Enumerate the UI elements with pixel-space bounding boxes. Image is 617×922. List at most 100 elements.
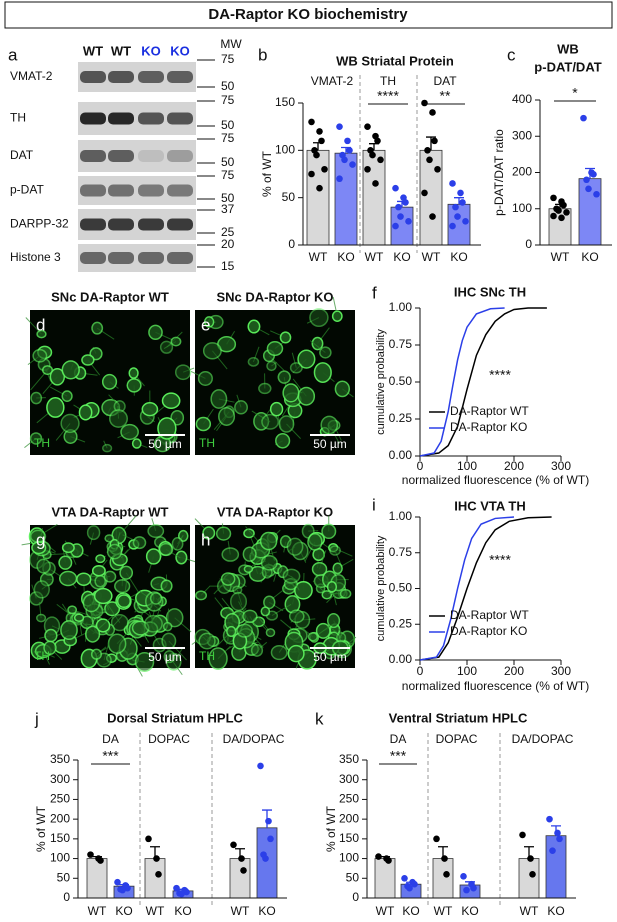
scale-label: 50 µm <box>148 650 182 664</box>
cell <box>243 565 254 574</box>
cell <box>147 524 165 538</box>
panel-letter: d <box>36 315 45 334</box>
x-tick-label: WT <box>365 250 384 264</box>
y-tick-label: 0.50 <box>389 374 413 388</box>
cell <box>208 647 228 670</box>
micrograph-title: VTA DA-Raptor WT <box>52 504 169 519</box>
data-point <box>426 156 433 164</box>
cell <box>144 614 163 633</box>
data-point <box>97 857 104 864</box>
cell <box>331 310 343 322</box>
group-label: DA/DOPAC <box>512 732 574 746</box>
data-point <box>178 890 185 898</box>
blot-row-label: Histone 3 <box>10 250 61 264</box>
group-label: DA/DOPAC <box>223 732 285 746</box>
cell <box>31 541 47 555</box>
y-tick-label: 0.00 <box>389 652 413 666</box>
blot-row-label: DARPP-32 <box>10 217 69 231</box>
data-point <box>527 855 534 862</box>
data-point <box>590 171 597 178</box>
data-point <box>463 886 470 894</box>
panel-letter: g <box>36 530 45 549</box>
data-point <box>346 147 353 154</box>
x-tick-label: KO <box>337 250 354 264</box>
x-tick-label: WT <box>520 904 539 918</box>
cell <box>91 321 104 335</box>
cell <box>174 364 192 381</box>
cdf-line <box>419 307 505 457</box>
panel-letter: i <box>372 495 376 514</box>
group-label: TH <box>380 74 396 88</box>
mw-value: 50 <box>221 118 235 132</box>
cell <box>220 572 236 586</box>
stain-label: TH <box>34 436 50 450</box>
cell <box>329 545 341 556</box>
blot-band <box>138 218 164 231</box>
panel-letter: e <box>201 315 210 334</box>
data-point <box>341 156 348 164</box>
panel-letter: a <box>8 45 18 64</box>
bar <box>374 858 396 899</box>
cell <box>110 614 129 632</box>
data-point <box>240 867 247 874</box>
bar <box>432 858 454 899</box>
cell <box>321 523 337 540</box>
cell <box>43 640 57 655</box>
data-point <box>257 762 264 770</box>
data-point <box>364 165 371 173</box>
cell <box>277 370 291 384</box>
data-point <box>452 203 459 211</box>
cell <box>44 628 58 643</box>
data-point <box>580 114 587 122</box>
y-tick-label: 200 <box>50 811 70 825</box>
data-point <box>554 829 561 837</box>
y-axis-label: % of WT <box>260 150 274 197</box>
cell <box>282 383 300 403</box>
cell <box>67 605 78 615</box>
cell <box>101 373 118 390</box>
cell <box>90 648 102 660</box>
cell <box>60 620 78 641</box>
y-axis-label: % of WT <box>34 805 48 852</box>
cell <box>29 432 43 445</box>
cell <box>76 572 92 586</box>
data-point <box>449 222 456 230</box>
y-tick-label: 150 <box>275 95 295 109</box>
scale-label: 50 µm <box>313 650 347 664</box>
cell <box>41 365 54 376</box>
cell <box>94 574 107 588</box>
x-tick-label: 300 <box>551 459 571 473</box>
cell <box>195 590 208 601</box>
data-point <box>173 884 180 892</box>
blot-band <box>80 150 106 162</box>
y-tick-label: 100 <box>50 851 70 865</box>
data-point <box>460 873 467 880</box>
cell <box>297 349 316 369</box>
cell <box>320 415 339 435</box>
y-tick-label: 0.25 <box>389 411 413 425</box>
y-tick-label: 1.00 <box>389 300 413 314</box>
data-point <box>344 137 351 145</box>
data-point <box>421 99 428 107</box>
data-point <box>560 201 567 209</box>
mw-value: 50 <box>221 79 235 93</box>
data-point <box>183 888 190 896</box>
blot-row-label: DAT <box>10 148 34 162</box>
lane-label: KO <box>170 43 190 58</box>
micrograph-title: SNc DA-Raptor WT <box>51 289 169 304</box>
group-label: DOPAC <box>436 732 478 746</box>
data-point <box>549 847 556 854</box>
x-tick-label: KO <box>402 904 419 918</box>
cell <box>269 401 284 417</box>
blot-band <box>108 150 134 162</box>
cell <box>61 542 75 554</box>
data-point <box>265 817 272 825</box>
blot-band <box>108 184 134 197</box>
significance-label: *** <box>102 748 119 764</box>
stain-label: TH <box>199 649 215 663</box>
blot-band <box>138 252 164 264</box>
cell <box>226 625 237 638</box>
data-point <box>308 118 315 126</box>
data-point <box>262 855 269 862</box>
